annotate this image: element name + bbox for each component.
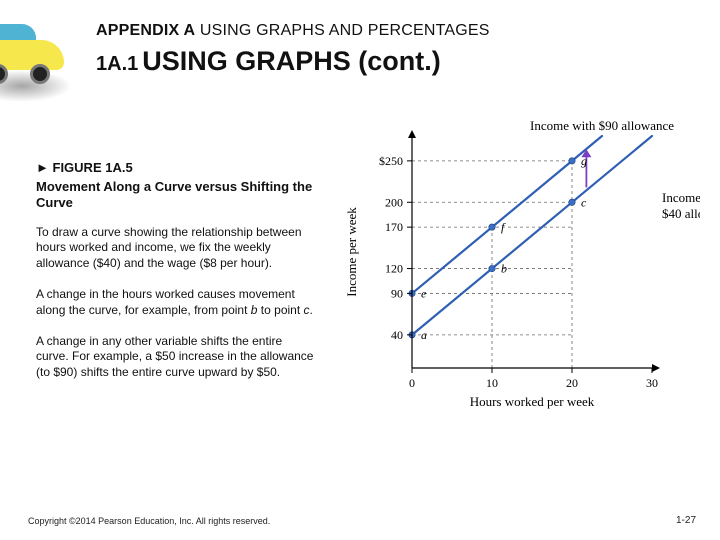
svg-text:0: 0 xyxy=(409,376,415,390)
svg-text:e: e xyxy=(421,286,427,300)
figure-chart: aebfcg01020304090120170200$250Hours work… xyxy=(330,118,700,418)
svg-text:10: 10 xyxy=(486,376,498,390)
paragraph-2: A change in the hours worked causes move… xyxy=(36,287,316,318)
svg-text:Income per week: Income per week xyxy=(344,207,359,297)
section-prefix: 1A.1 xyxy=(96,53,138,75)
appendix-title: APPENDIX A USING GRAPHS AND PERCENTAGES xyxy=(96,22,696,40)
svg-text:170: 170 xyxy=(385,220,403,234)
svg-text:$250: $250 xyxy=(379,154,403,168)
car-graphic xyxy=(0,18,64,78)
svg-text:30: 30 xyxy=(646,376,658,390)
triangle-icon: ► xyxy=(36,160,49,175)
body-text-column: ► FIGURE 1A.5 Movement Along a Curve ver… xyxy=(36,160,316,396)
figure-label: ► FIGURE 1A.5 xyxy=(36,160,316,177)
svg-text:a: a xyxy=(421,328,427,342)
svg-text:40: 40 xyxy=(391,328,403,342)
section-title: 1A.1USING GRAPHS (cont.) xyxy=(96,46,696,77)
paragraph-3: A change in any other variable shifts th… xyxy=(36,334,316,380)
appendix-label: APPENDIX A xyxy=(96,22,195,39)
copyright-footer: Copyright ©2014 Pearson Education, Inc. … xyxy=(28,516,270,526)
svg-text:200: 200 xyxy=(385,195,403,209)
appendix-rest: USING GRAPHS AND PERCENTAGES xyxy=(195,22,489,39)
slide-number: 1-27 xyxy=(676,515,696,526)
p2-c: to point xyxy=(257,303,303,317)
svg-text:120: 120 xyxy=(385,262,403,276)
figure-subtitle: Movement Along a Curve versus Shifting t… xyxy=(36,179,316,212)
svg-text:20: 20 xyxy=(566,376,578,390)
chart-svg: aebfcg01020304090120170200$250Hours work… xyxy=(330,118,700,418)
section-title-text: USING GRAPHS (cont.) xyxy=(142,46,441,76)
svg-text:Income with $90 allowance: Income with $90 allowance xyxy=(530,118,674,133)
svg-text:Hours worked per week: Hours worked per week xyxy=(470,394,595,409)
svg-text:Income with: Income with xyxy=(662,190,700,205)
header-block: APPENDIX A USING GRAPHS AND PERCENTAGES … xyxy=(96,22,696,77)
paragraph-1: To draw a curve showing the relationship… xyxy=(36,225,316,271)
figure-number: FIGURE 1A.5 xyxy=(53,160,133,175)
svg-text:90: 90 xyxy=(391,286,403,300)
p2-e: . xyxy=(310,303,313,317)
svg-text:$40 allowance: $40 allowance xyxy=(662,206,700,221)
svg-text:g: g xyxy=(581,154,587,168)
svg-text:b: b xyxy=(501,262,507,276)
svg-text:c: c xyxy=(581,195,587,209)
slide: APPENDIX A USING GRAPHS AND PERCENTAGES … xyxy=(0,0,720,540)
